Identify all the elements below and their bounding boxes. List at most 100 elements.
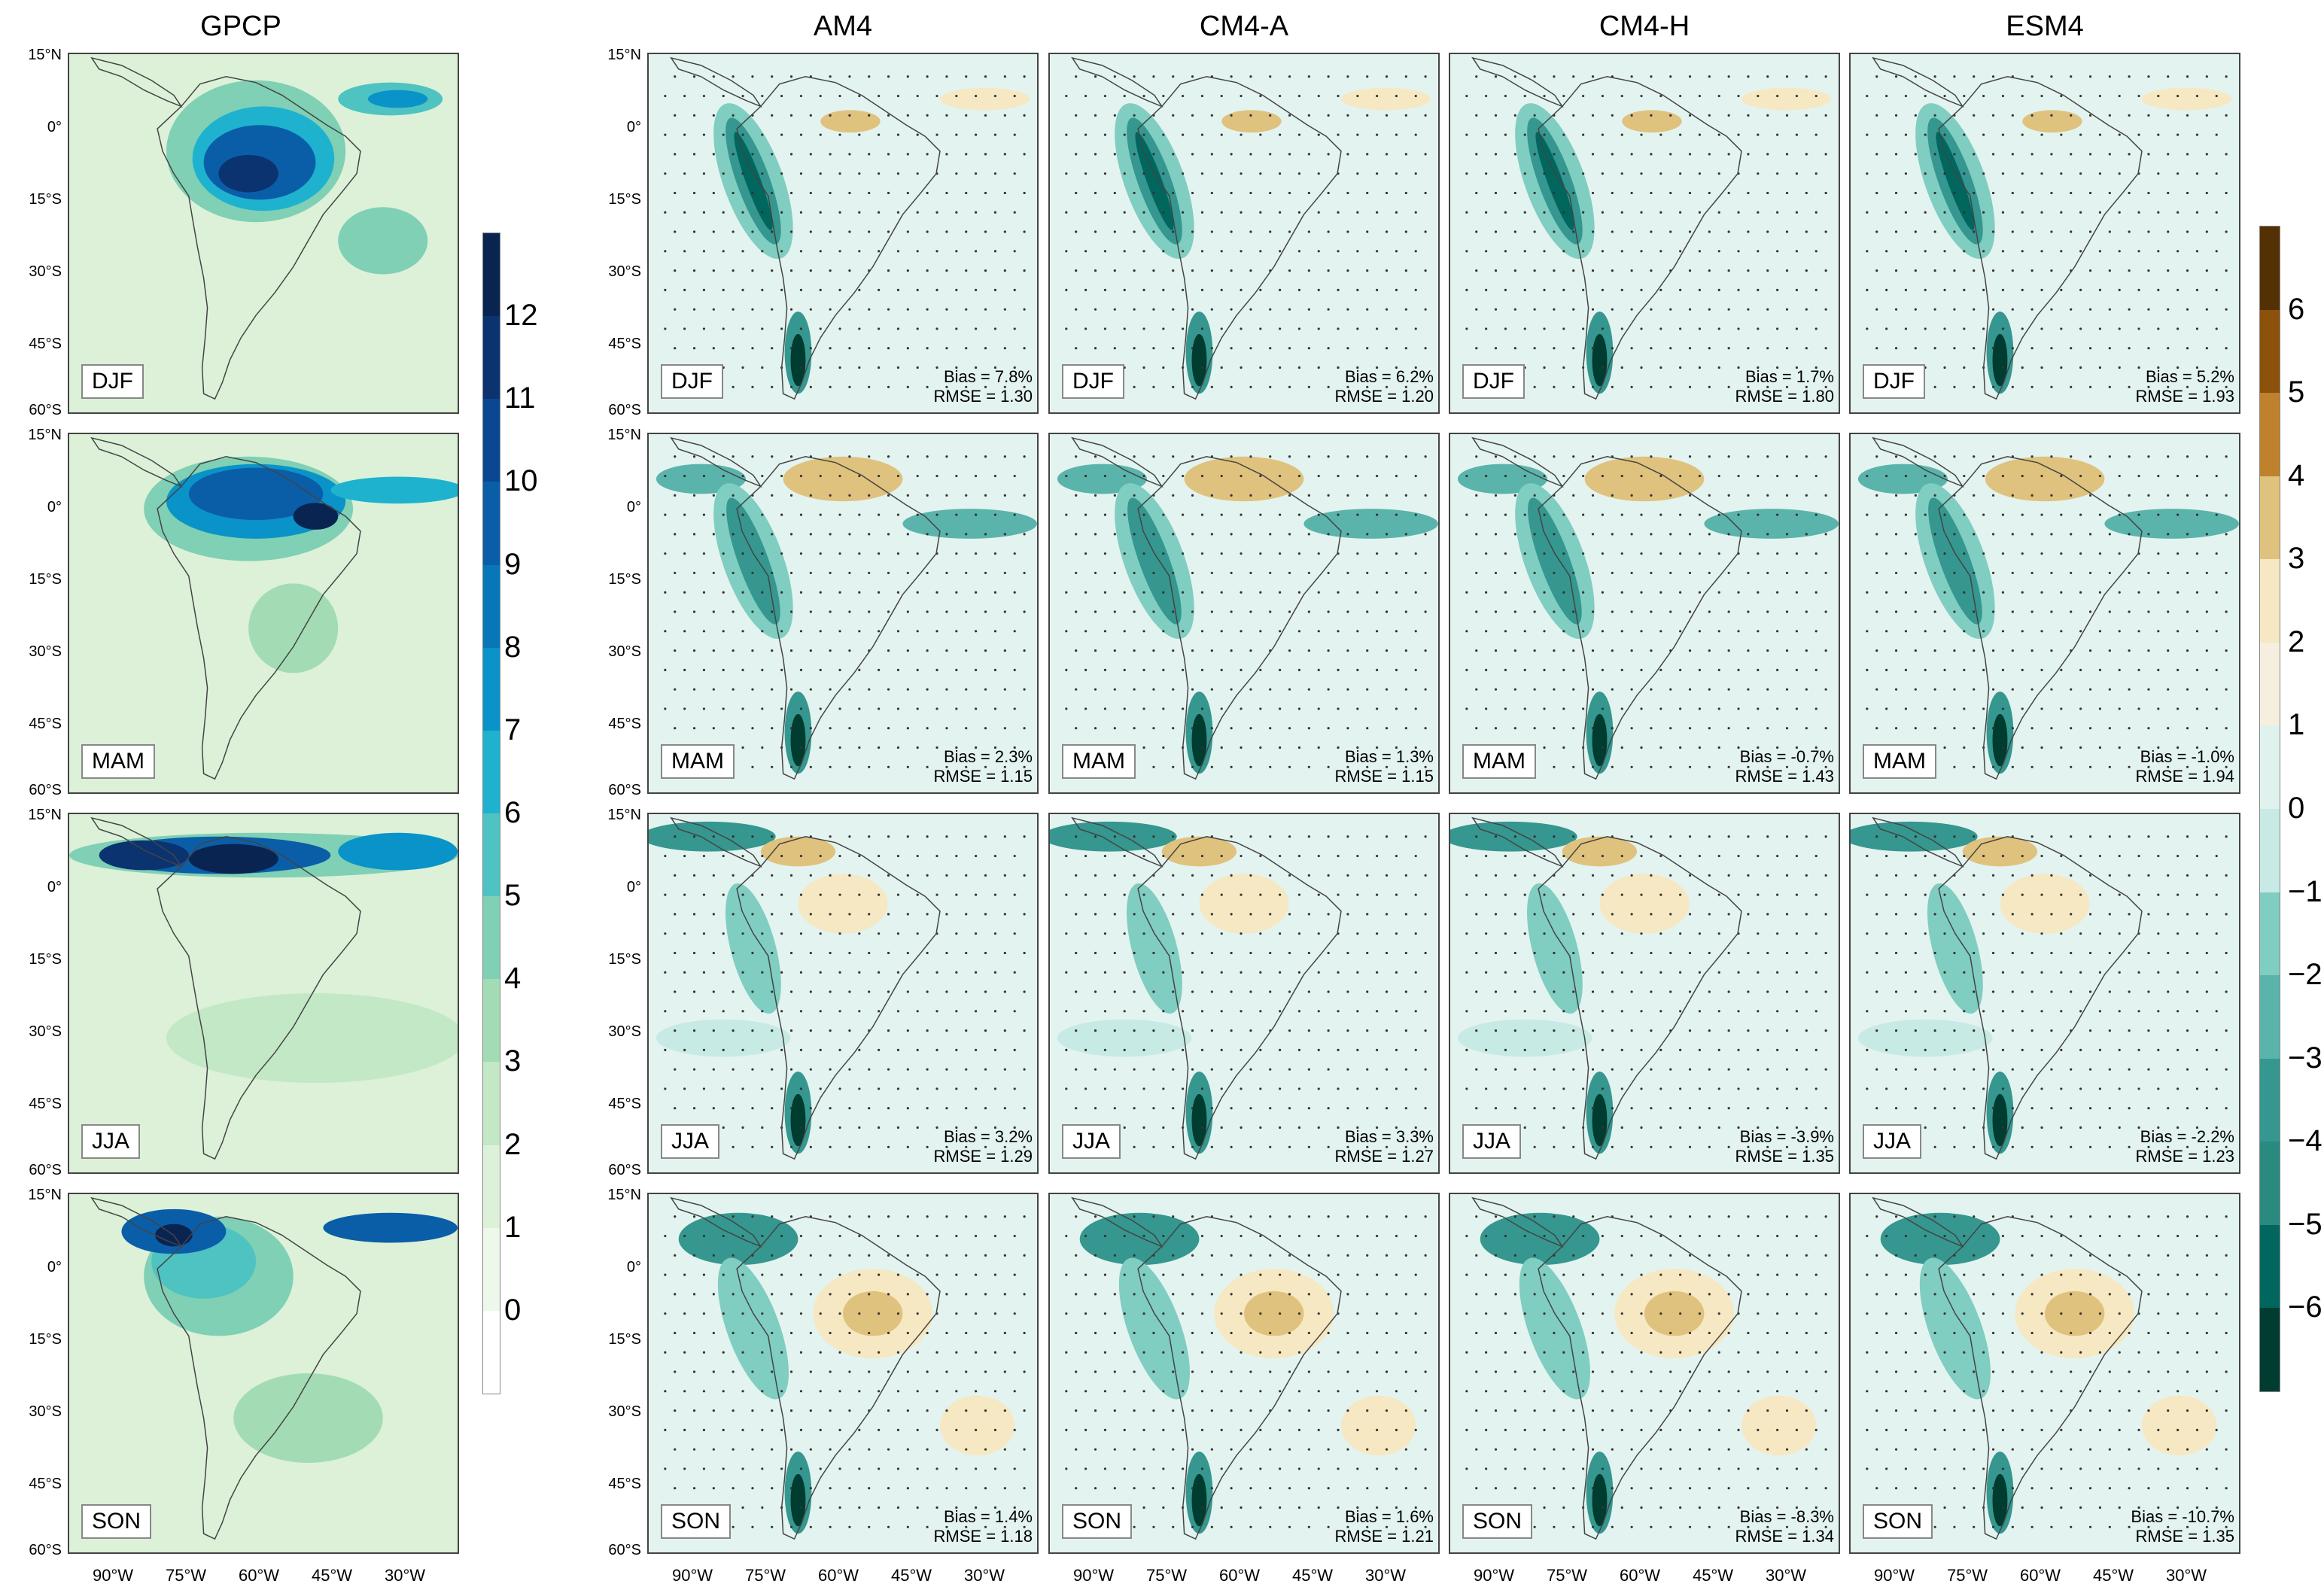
precip-field <box>790 1473 806 1527</box>
longitude-label: 60°W <box>2019 1566 2061 1585</box>
map-field <box>649 814 1037 1172</box>
precip-field <box>726 497 780 625</box>
central-america-outline <box>1872 816 1964 868</box>
longitude-label: 30°W <box>963 1566 1005 1585</box>
colorbar-label: 11 <box>504 382 536 415</box>
significance-stippling <box>1465 75 1827 388</box>
precip-field <box>760 836 836 867</box>
longitude-label: 30°W <box>2165 1566 2207 1585</box>
map-field <box>649 54 1037 412</box>
longitude-label: 30°W <box>1364 1566 1407 1585</box>
precip-field <box>1584 456 1705 502</box>
precip-field <box>1527 883 1583 1014</box>
latitude-label: 15°N <box>607 47 641 63</box>
map-field <box>649 434 1037 792</box>
latitude-label: 30°S <box>29 1403 62 1420</box>
precip-field <box>323 1212 458 1243</box>
precip-field <box>1341 87 1431 111</box>
difference-colorbar <box>2259 226 2280 1392</box>
precip-field <box>218 154 278 193</box>
colorbar-segment <box>2260 1224 2280 1309</box>
latitude-label: 30°S <box>608 1403 641 1420</box>
colorbar-segment <box>2260 559 2280 643</box>
longitude-label: 90°W <box>92 1566 134 1585</box>
precip-field <box>1622 110 1682 133</box>
map-panel-cm4a-mam: MAM Bias = 1.3% RMSE = 1.15 <box>1048 433 1440 794</box>
map-field <box>1050 434 1438 792</box>
precip-field <box>649 821 776 852</box>
colorbar-segment <box>2260 1058 2280 1142</box>
rmse-value: RMSE = 1.15 <box>933 767 1033 786</box>
colorbar-segment <box>2260 476 2280 560</box>
bias-value: Bias = 1.6% <box>1344 1507 1434 1526</box>
latitude-label: 60°S <box>29 1542 62 1558</box>
map-panel-am4-son: SON Bias = 1.4% RMSE = 1.18 <box>647 1193 1039 1554</box>
precip-field <box>1079 1212 1200 1266</box>
latitude-label: 45°S <box>29 1096 62 1112</box>
map-field <box>1851 814 2239 1172</box>
colorbar-segment <box>483 399 500 482</box>
rmse-value: RMSE = 1.35 <box>2135 1527 2234 1546</box>
precip-field <box>1457 1019 1592 1057</box>
precip-field <box>1962 836 2038 867</box>
colorbar-label: 7 <box>504 713 522 746</box>
precip-field <box>1341 1395 1416 1456</box>
precip-field <box>233 1373 383 1463</box>
continent-outline <box>736 455 941 780</box>
significance-stippling <box>1065 1215 1427 1528</box>
precip-field <box>734 132 773 230</box>
longitude-label: 60°W <box>1218 1566 1261 1585</box>
latitude-label: 45°S <box>608 336 641 352</box>
precip-field <box>1936 132 1975 230</box>
column-title-esm4: ESM4 <box>2006 11 2084 42</box>
latitude-label: 45°S <box>29 336 62 352</box>
latitude-label: 15°S <box>29 191 62 208</box>
latitude-label: 15°N <box>28 47 62 63</box>
precip-field <box>656 1019 791 1057</box>
season-label: SON <box>1062 1504 1133 1539</box>
bias-value: Bias = 1.4% <box>943 1507 1033 1526</box>
continent-outline <box>1137 455 1342 780</box>
map-background <box>1050 814 1438 1172</box>
colorbar-label: −1 <box>2288 874 2322 908</box>
bias-value: Bias = -2.2% <box>2140 1127 2234 1146</box>
longitude-label: 90°W <box>671 1566 713 1585</box>
precip-field <box>798 874 888 934</box>
latitude-label: 15°N <box>607 807 641 823</box>
latitude-label: 45°S <box>608 1096 641 1112</box>
colorbar-label: 3 <box>504 1044 522 1078</box>
precip-field <box>1127 883 1182 1014</box>
longitude-label: 75°W <box>744 1566 786 1585</box>
bias-rmse-stats: Bias = 5.2% RMSE = 1.93 <box>2136 367 2234 406</box>
precip-field <box>940 1395 1015 1456</box>
season-label: MAM <box>1062 744 1136 779</box>
central-america-outline <box>1471 1196 1564 1248</box>
precip-field <box>1592 713 1608 767</box>
colorbar-label: 5 <box>2288 375 2305 409</box>
precip-field <box>1928 497 1982 625</box>
continent-outline <box>736 1215 941 1540</box>
central-america-outline <box>1071 816 1164 868</box>
precip-field <box>2104 509 2239 539</box>
longitude-label: 60°W <box>1619 1566 1661 1585</box>
precip-field <box>783 456 903 502</box>
latitude-label: 15°S <box>29 1331 62 1348</box>
rmse-value: RMSE = 1.18 <box>933 1527 1033 1546</box>
latitude-label: 0° <box>626 119 641 135</box>
precip-field <box>2000 874 2090 934</box>
season-label: MAM <box>1462 744 1536 779</box>
bias-value: Bias = 2.3% <box>943 747 1033 766</box>
rmse-value: RMSE = 1.80 <box>1735 387 1834 406</box>
continent-outline <box>1938 835 2143 1160</box>
latitude-label: 0° <box>626 1259 641 1275</box>
longitude-label: 45°W <box>2092 1566 2134 1585</box>
significance-stippling <box>1465 455 1827 768</box>
latitude-label: 15°S <box>608 951 641 968</box>
season-label: SON <box>661 1504 732 1539</box>
central-america-outline <box>670 436 762 488</box>
bias-value: Bias = 7.8% <box>943 367 1033 386</box>
season-label: JJA <box>1462 1124 1522 1159</box>
colorbar-label: 2 <box>504 1127 522 1161</box>
map-field <box>69 434 458 792</box>
map-panel-cm4h-jja: JJA Bias = -3.9% RMSE = 1.35 <box>1449 813 1840 1174</box>
